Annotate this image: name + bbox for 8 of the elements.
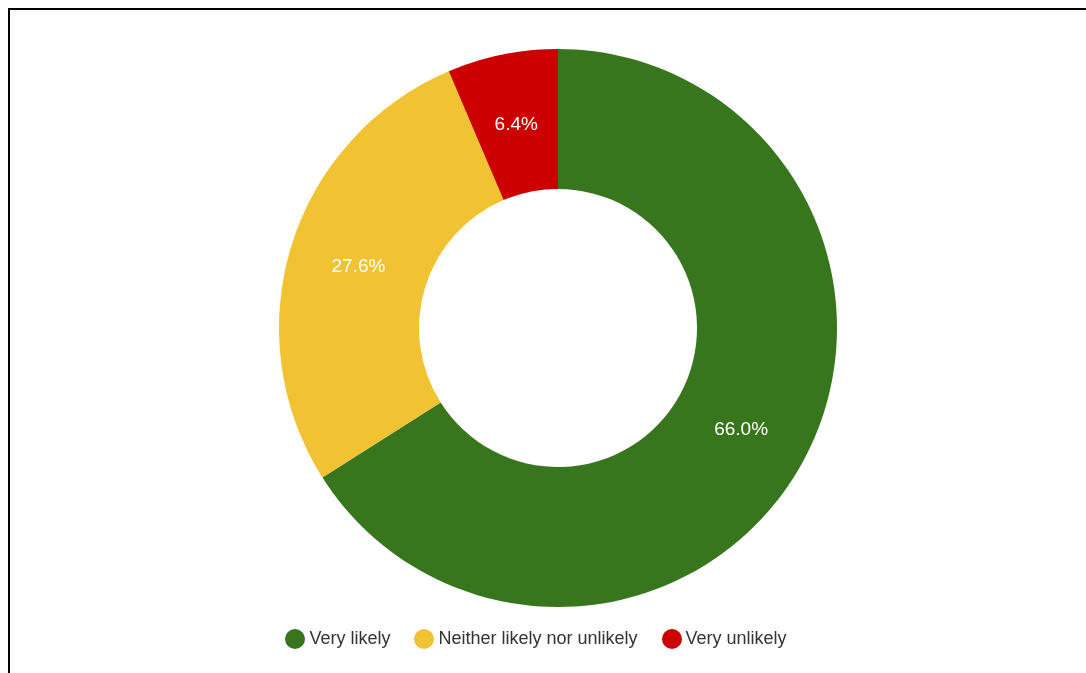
donut-slice bbox=[448, 49, 558, 201]
data-label: 6.4% bbox=[494, 112, 539, 134]
legend-label: Neither likely nor unlikely bbox=[438, 627, 638, 648]
data-label: 66.0% bbox=[714, 418, 769, 440]
legend-label: Very likely bbox=[309, 627, 391, 648]
donut-slice bbox=[322, 49, 837, 607]
data-label: 27.6% bbox=[331, 255, 386, 277]
legend-label: Very unlikely bbox=[685, 627, 787, 648]
